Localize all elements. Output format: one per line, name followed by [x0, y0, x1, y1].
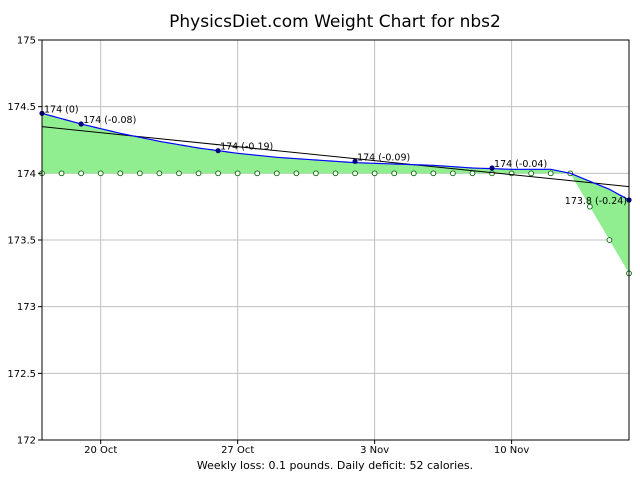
weight-point — [606, 237, 613, 243]
weight-point — [391, 170, 398, 177]
weight-point — [587, 203, 593, 210]
x-tick-label: 10 Nov — [494, 445, 530, 456]
annotation-label: 173.8 (-0.24) — [565, 196, 627, 207]
weight-point — [195, 170, 202, 177]
y-tick-label: 172.5 — [7, 369, 36, 380]
weight-point — [410, 170, 417, 177]
x-tick-label: 3 Nov — [360, 445, 389, 456]
trend-line-path — [41, 112, 630, 201]
weight-point — [371, 170, 378, 177]
weight-point — [313, 170, 319, 177]
weight-points — [39, 170, 632, 277]
weight-point — [136, 170, 143, 177]
annotation-point — [352, 158, 358, 164]
x-axis: 20 Oct 27 Oct 3 Nov 10 Nov — [84, 440, 529, 456]
annotation-point — [489, 165, 495, 171]
y-tick-label: 172 — [17, 436, 36, 447]
weight-point — [156, 170, 163, 177]
weight-point — [332, 170, 339, 177]
annotation-label: 174 (0) — [44, 104, 79, 115]
y-tick-label: 173.5 — [7, 236, 36, 247]
weight-point — [215, 170, 221, 177]
regression-line-path — [41, 126, 630, 188]
annotation-label: 174 (-0.04) — [494, 159, 547, 170]
regression-line — [41, 126, 630, 188]
x-tick-label: 20 Oct — [84, 445, 117, 456]
annotation-label: 174 (-0.19) — [220, 142, 273, 153]
annotation-point — [215, 148, 221, 154]
deficit-fill — [42, 113, 629, 274]
weight-point — [547, 170, 554, 177]
weight-point — [234, 170, 241, 177]
y-axis: 172 172.5 173 173.5 174 174.5 175 — [7, 36, 42, 447]
weight-point — [469, 170, 476, 177]
weight-point — [254, 170, 261, 177]
chart-footer: Weekly loss: 0.1 pounds. Daily deficit: … — [197, 459, 473, 472]
weight-point — [97, 170, 104, 177]
y-tick-label: 174.5 — [7, 102, 36, 113]
weight-point — [273, 170, 280, 177]
annotation-label: 174 (-0.08) — [83, 115, 136, 126]
x-tick-label: 27 Oct — [221, 445, 254, 456]
weight-point — [293, 170, 300, 177]
weight-point — [352, 170, 358, 177]
weight-point — [78, 170, 84, 177]
weight-point — [117, 170, 124, 177]
y-tick-label: 173 — [17, 302, 36, 313]
annotation-label: 174 (-0.09) — [357, 152, 410, 163]
weight-point — [176, 170, 182, 177]
y-tick-label: 174 — [17, 169, 36, 180]
grid-lines — [42, 39, 629, 441]
weight-point — [58, 170, 65, 177]
annotation-point — [78, 121, 84, 127]
chart-title: PhysicsDiet.com Weight Chart for nbs2 — [169, 12, 501, 32]
weight-point — [528, 170, 535, 177]
plot-frame — [41, 39, 630, 441]
y-tick-label: 175 — [17, 36, 36, 47]
weight-point — [430, 170, 437, 177]
trend-line — [41, 112, 630, 201]
deficit-fill-area — [42, 113, 629, 274]
weight-point — [450, 170, 456, 177]
